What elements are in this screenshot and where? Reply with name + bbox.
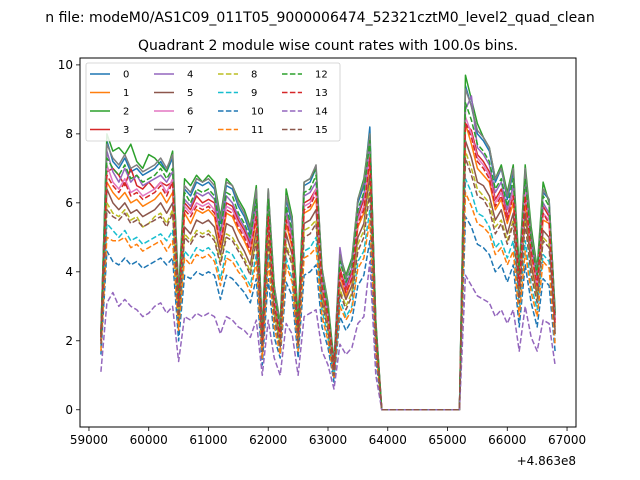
x-tick-label: 66000 <box>488 433 526 447</box>
x-tick-label: 62000 <box>249 433 287 447</box>
x-tick-label: 65000 <box>428 433 466 447</box>
legend-frame <box>85 62 341 142</box>
y-tick-label: 8 <box>65 127 73 141</box>
legend-label-8: 8 <box>251 70 257 81</box>
x-tick-label: 59000 <box>70 433 108 447</box>
legend-label-10: 10 <box>251 107 264 118</box>
legend-label-12: 12 <box>315 70 328 81</box>
series-line-8 <box>100 150 556 411</box>
legend-label-4: 4 <box>187 70 193 81</box>
legend-label-7: 7 <box>187 125 193 136</box>
legend-label-6: 6 <box>187 107 193 118</box>
legend-label-15: 15 <box>315 125 328 136</box>
series-line-9 <box>100 177 556 411</box>
series-line-13 <box>100 122 556 411</box>
x-axis: 59000 60000 61000 62000 63000 64000 65000 66000… <box>70 427 586 447</box>
legend-label-9: 9 <box>251 88 257 99</box>
x-tick-label: 63000 <box>309 433 347 447</box>
legend-label-14: 14 <box>315 107 328 118</box>
series-line-10 <box>100 215 556 411</box>
chart-title: Quadrant 2 module wise count rates with … <box>138 38 518 54</box>
y-tick-label: 0 <box>65 403 73 417</box>
y-tick-label: 2 <box>65 334 73 348</box>
figure-suptitle: n file: modeM0/AS1C09_011T05_9000006474_… <box>45 10 594 26</box>
y-axis: 0 2 4 6 8 10 <box>58 58 80 417</box>
x-tick-label: 67000 <box>548 433 586 447</box>
series-line-5 <box>100 140 556 411</box>
series-line-15 <box>100 157 556 411</box>
legend-label-13: 13 <box>315 88 328 99</box>
x-offset-label: +4.863e8 <box>517 454 576 468</box>
legend-label-11: 11 <box>251 125 264 136</box>
series-line-11 <box>100 191 556 411</box>
y-tick-label: 6 <box>65 196 73 210</box>
legend-label-1: 1 <box>123 88 129 99</box>
legend-label-3: 3 <box>123 125 129 136</box>
legend-label-5: 5 <box>187 88 193 99</box>
y-tick-label: 10 <box>58 58 73 72</box>
x-tick-label: 61000 <box>189 433 227 447</box>
legend-label-2: 2 <box>123 107 129 118</box>
series-line-14 <box>100 260 556 411</box>
legend-label-0: 0 <box>123 70 129 81</box>
x-tick-label: 64000 <box>369 433 407 447</box>
series-layer <box>100 74 556 411</box>
y-tick-label: 4 <box>65 265 73 279</box>
x-tick-label: 60000 <box>130 433 168 447</box>
